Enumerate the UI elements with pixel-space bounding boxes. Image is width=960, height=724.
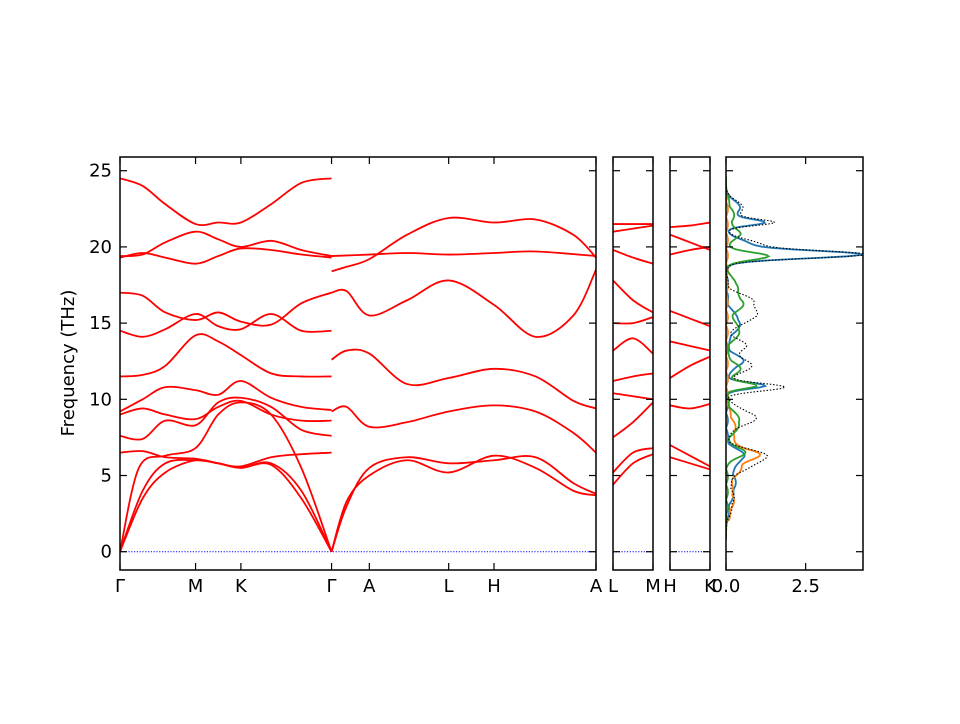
phonon-band xyxy=(330,455,596,552)
dos-panel xyxy=(726,176,863,540)
x-tick-label: Γ xyxy=(115,576,125,597)
band-panel-L-M xyxy=(613,223,653,553)
dos-x-tick-label: 2.5 xyxy=(791,576,820,597)
x-tick-label: K xyxy=(704,576,717,597)
x-tick-label: Γ xyxy=(327,576,337,597)
y-tick-label: 15 xyxy=(89,313,112,334)
phonon-band xyxy=(613,372,653,382)
y-tick-label: 10 xyxy=(89,389,112,410)
phonon-band xyxy=(613,279,653,314)
y-tick-label: 20 xyxy=(89,237,112,258)
phonon-band xyxy=(670,233,710,251)
x-tick-label: L xyxy=(608,576,618,597)
phonon-band xyxy=(120,333,332,378)
phonon-band xyxy=(613,447,653,474)
phonon-band xyxy=(120,291,332,327)
band-panel-H-K xyxy=(670,221,710,553)
phonon-band xyxy=(613,224,653,233)
phonon-band xyxy=(120,177,332,227)
y-axis-label: Frequency (THz) xyxy=(58,290,79,437)
phonon-band xyxy=(613,453,653,486)
dos-x-tick-label: 0.0 xyxy=(712,576,741,597)
phonon-band xyxy=(120,399,332,422)
phonon-band xyxy=(613,249,653,265)
phonon-band xyxy=(331,269,596,338)
x-tick-label: L xyxy=(444,576,454,597)
axes-frame-dos xyxy=(725,156,864,571)
axes-frame-L-M xyxy=(612,156,654,571)
phonon-band xyxy=(120,247,332,265)
dos-curve xyxy=(726,176,863,540)
phonon-band xyxy=(120,313,332,338)
phonon-band xyxy=(120,450,332,468)
phonon-band xyxy=(613,392,653,401)
phonon-band xyxy=(331,216,596,273)
phonon-band xyxy=(613,401,653,439)
phonon-band xyxy=(670,456,710,471)
phonon-band xyxy=(120,458,333,553)
phonon-band xyxy=(670,310,710,328)
y-tick-label: 25 xyxy=(89,161,112,182)
x-tick-label: A xyxy=(590,576,603,597)
x-tick-label: A xyxy=(363,576,376,597)
axes-frame-H-K xyxy=(669,156,711,571)
phonon-band xyxy=(120,230,332,257)
phonon-band xyxy=(613,337,653,355)
dos-curve xyxy=(726,176,771,540)
phonon-band xyxy=(670,403,710,410)
phonon-band xyxy=(670,355,710,379)
x-tick-label: H xyxy=(487,576,501,597)
phonon-band xyxy=(120,396,332,441)
phonon-band xyxy=(331,404,596,454)
phonon-band xyxy=(670,340,710,352)
phonon-band xyxy=(331,348,596,410)
y-tick-label: 5 xyxy=(101,466,112,487)
phonon-band xyxy=(331,250,596,257)
axes-frame-main xyxy=(119,156,597,571)
phonon-band xyxy=(120,380,332,413)
phonon-band xyxy=(670,221,710,228)
phonon-band xyxy=(120,401,333,553)
dos-curve xyxy=(726,176,863,540)
x-tick-label: M xyxy=(188,576,204,597)
band-panel-main xyxy=(120,177,596,553)
phonon-band xyxy=(670,444,710,468)
phonon-band xyxy=(120,459,333,553)
x-tick-label: K xyxy=(235,576,248,597)
x-tick-label: M xyxy=(645,576,661,597)
y-tick-label: 0 xyxy=(101,542,112,563)
x-tick-label: H xyxy=(663,576,677,597)
